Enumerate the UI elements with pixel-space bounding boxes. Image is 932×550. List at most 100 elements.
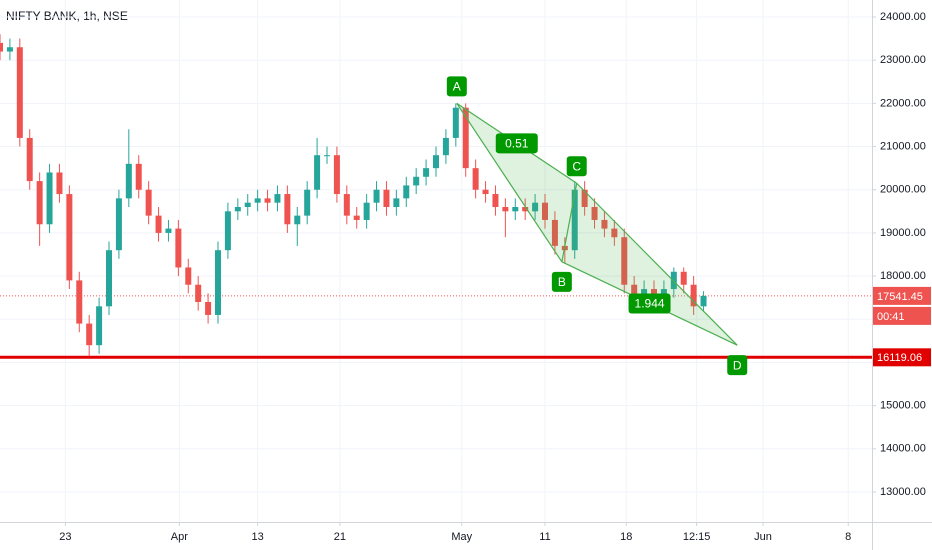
pattern-layer: A B C D 0.51 1.944 bbox=[446, 76, 748, 376]
candle-body bbox=[26, 137, 33, 182]
candle-body bbox=[393, 198, 400, 208]
candle-body bbox=[106, 250, 112, 307]
candle-body bbox=[165, 228, 172, 233]
candle-body bbox=[492, 194, 499, 208]
candle-body bbox=[700, 295, 707, 307]
candle-body bbox=[86, 323, 93, 346]
candle-body bbox=[175, 228, 182, 268]
y-tick-label: 18000.00 bbox=[880, 270, 926, 282]
pattern-ratio-box bbox=[628, 293, 671, 314]
pattern-fill bbox=[456, 103, 577, 262]
pattern-ratio: 0.51 bbox=[505, 136, 529, 150]
lines-layer bbox=[0, 295, 872, 359]
pattern-ratio-box bbox=[495, 133, 538, 154]
y-tick-label: 15000.00 bbox=[880, 400, 926, 412]
pattern-point-label: D bbox=[733, 358, 742, 372]
candle-body bbox=[96, 306, 103, 346]
pattern-leg bbox=[576, 182, 738, 346]
candle-body bbox=[264, 198, 271, 203]
x-tick-label: 21 bbox=[334, 531, 346, 543]
countdown-label-box bbox=[873, 306, 931, 325]
candle-body bbox=[551, 219, 558, 246]
candle-body bbox=[353, 215, 360, 220]
candle-body bbox=[274, 194, 281, 203]
y-tick-label: 20000.00 bbox=[880, 184, 926, 196]
candle-body bbox=[571, 189, 578, 251]
y-tick-label: 13000.00 bbox=[880, 486, 926, 498]
candle-body bbox=[304, 189, 311, 216]
candle-body bbox=[284, 194, 291, 225]
pattern-leg bbox=[456, 103, 563, 263]
candle-body bbox=[423, 168, 430, 177]
candle-body bbox=[522, 207, 529, 212]
last-price-label-box bbox=[873, 286, 931, 305]
last-price-label: 17541.45 bbox=[877, 291, 923, 303]
candle-body bbox=[254, 198, 261, 203]
pattern-fill bbox=[561, 183, 738, 346]
y-tick-label: 22000.00 bbox=[880, 97, 926, 109]
candle-body bbox=[0, 42, 3, 52]
candle-body bbox=[343, 194, 350, 216]
candle-body bbox=[205, 301, 212, 315]
labels-layer: 13000.0014000.0015000.0016000.0017000.00… bbox=[59, 11, 931, 543]
candle-body bbox=[234, 207, 241, 212]
candle-body bbox=[601, 219, 608, 229]
y-tick-label: 14000.00 bbox=[880, 443, 926, 455]
candle-body bbox=[680, 271, 687, 285]
candle-body bbox=[145, 189, 152, 216]
candle-body bbox=[115, 198, 122, 251]
pattern-leg bbox=[561, 183, 578, 262]
candle-body bbox=[611, 228, 618, 238]
x-tick-label: 12:15 bbox=[683, 531, 711, 543]
candle-body bbox=[581, 189, 588, 208]
candle-body bbox=[433, 155, 439, 169]
candle-body bbox=[542, 202, 548, 220]
candle-body bbox=[314, 155, 321, 190]
candle-body bbox=[482, 189, 489, 195]
candle-body bbox=[462, 107, 469, 169]
candle-body bbox=[373, 189, 380, 203]
candle-body bbox=[413, 176, 420, 186]
x-tick-label: 18 bbox=[620, 531, 632, 543]
candle-body bbox=[16, 47, 23, 138]
candle-body bbox=[36, 181, 43, 225]
candle-body bbox=[502, 207, 509, 212]
candle-body bbox=[66, 194, 73, 281]
x-tick-label: May bbox=[451, 531, 472, 543]
x-tick-label: 8 bbox=[845, 531, 851, 543]
grid-layer bbox=[0, 0, 876, 526]
candle-body bbox=[472, 168, 479, 190]
candle-body bbox=[224, 211, 231, 251]
pattern-point-label-box bbox=[551, 271, 572, 292]
candle-body bbox=[403, 185, 410, 199]
candle-body bbox=[155, 215, 162, 233]
candle-body bbox=[621, 237, 628, 285]
candle-body bbox=[591, 207, 598, 220]
x-tick-label: 23 bbox=[59, 531, 71, 543]
pattern-ratio: 1.944 bbox=[635, 297, 665, 311]
x-tick-label: Apr bbox=[171, 531, 188, 543]
candle-body bbox=[195, 284, 202, 302]
candle-body bbox=[56, 172, 63, 195]
x-tick-label: 11 bbox=[539, 531, 550, 543]
y-tick-label: 21000.00 bbox=[880, 140, 926, 152]
candle-body bbox=[442, 137, 449, 156]
support-level-label: 16119.06 bbox=[877, 352, 922, 364]
pattern-point-label-box bbox=[566, 156, 587, 177]
candle-body bbox=[512, 207, 519, 212]
candle-body bbox=[125, 163, 132, 199]
candle-body bbox=[631, 284, 638, 298]
x-tick-label: Jun bbox=[754, 531, 772, 543]
candle-body bbox=[324, 155, 330, 157]
y-tick-label: 23000.00 bbox=[880, 54, 926, 66]
candle-body bbox=[215, 250, 221, 315]
candle-body bbox=[135, 163, 142, 190]
support-level-label-box bbox=[873, 348, 931, 367]
pattern-point-label-box bbox=[727, 355, 748, 376]
candle-body bbox=[244, 202, 251, 208]
candle-body bbox=[6, 47, 13, 52]
candle-body bbox=[383, 189, 390, 208]
chart-title: NIFTY BANK, 1h, NSE bbox=[6, 9, 128, 23]
countdown-label: 00:41 bbox=[877, 311, 905, 323]
